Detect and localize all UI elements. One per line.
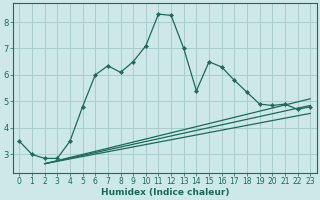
X-axis label: Humidex (Indice chaleur): Humidex (Indice chaleur) [100,188,229,197]
